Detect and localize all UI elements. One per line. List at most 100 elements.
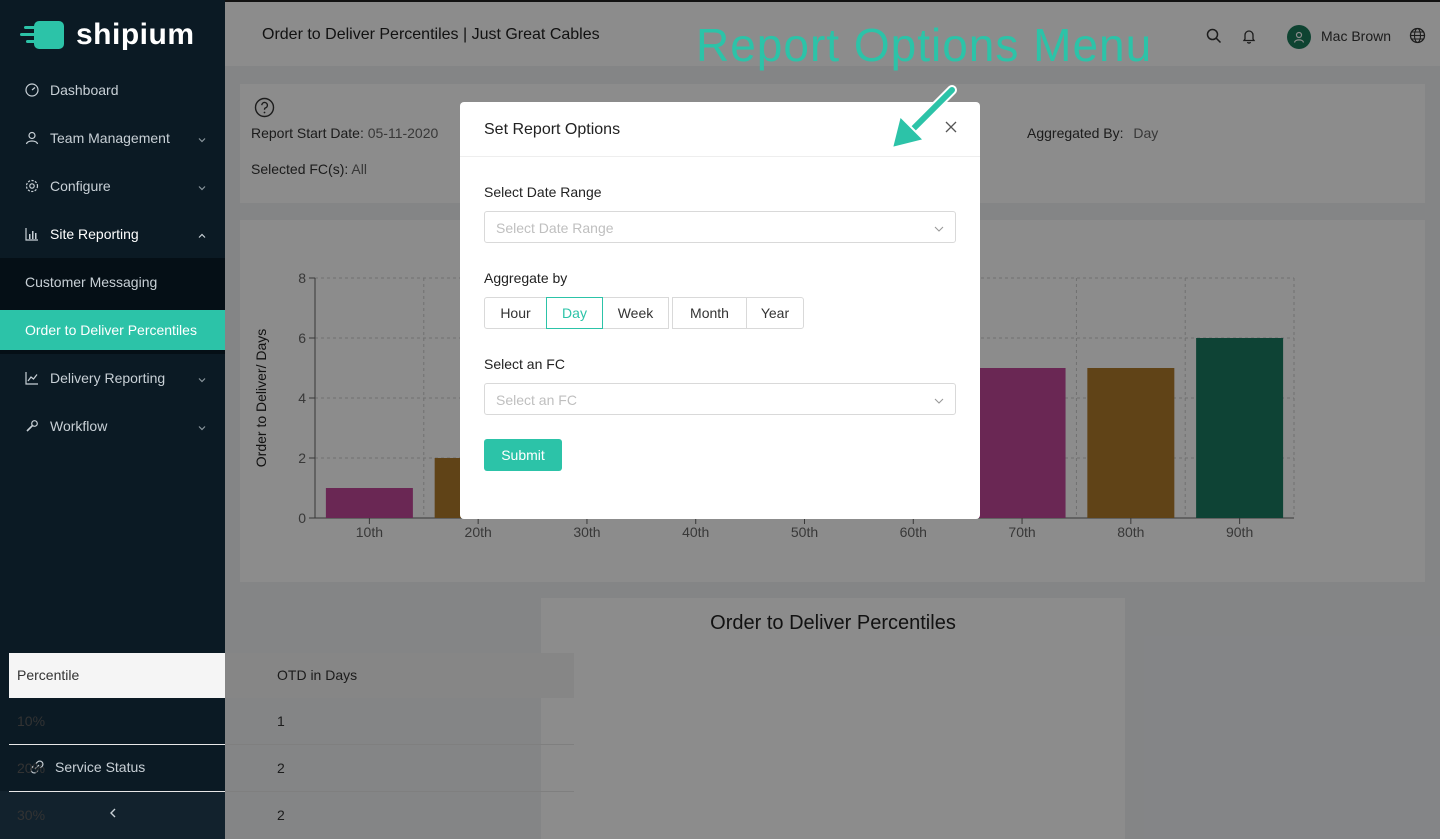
percentile-table-card: Order to Deliver Percentiles — [541, 598, 1125, 839]
y-tick-label: 6 — [298, 330, 306, 346]
table-cell: 10% — [17, 713, 46, 729]
sidebar-item-team-management[interactable]: Team Management — [0, 114, 225, 162]
bar-chart-icon — [24, 226, 40, 242]
link-icon — [29, 759, 45, 775]
top-header: Order to Deliver Percentiles | Just Grea… — [225, 0, 1440, 66]
user-name[interactable]: Mac Brown — [1321, 28, 1392, 44]
aggregate-option-label: Hour — [500, 305, 531, 321]
aggregate-label: Aggregate by — [484, 270, 568, 286]
y-axis-label: Order to Deliver/ Days — [253, 329, 269, 467]
table-title: Order to Deliver Percentiles — [710, 612, 956, 634]
table-cell: 2 — [277, 807, 285, 823]
y-tick-label: 4 — [298, 390, 306, 406]
help-icon[interactable] — [254, 97, 275, 123]
service-status-label: Service Status — [55, 759, 146, 775]
sidebar-item-label: Team Management — [50, 130, 170, 146]
annotation-label: Report Options Menu — [696, 19, 1153, 71]
table-header-otd: OTD in Days — [277, 667, 358, 683]
bell-icon[interactable] — [1241, 28, 1257, 49]
chevron-down-icon — [197, 180, 207, 196]
shipium-logo-icon — [20, 19, 64, 51]
aggregate-option-day[interactable]: Day — [546, 297, 603, 329]
avatar[interactable] — [1287, 25, 1311, 49]
aggregate-option-hour[interactable]: Hour — [484, 297, 547, 329]
close-icon[interactable] — [944, 120, 962, 138]
sidebar-subitem-customer-messaging[interactable]: Customer Messaging — [0, 262, 225, 302]
date-range-placeholder: Select Date Range — [496, 220, 614, 236]
sidebar-item-configure[interactable]: Configure — [0, 162, 225, 210]
logo-text: shipium — [76, 18, 195, 51]
sidebar-subitem-order-to-deliver-percentiles[interactable]: Order to Deliver Percentiles — [0, 310, 225, 350]
aggregate-option-label: Week — [617, 305, 654, 321]
chevron-up-icon — [197, 228, 207, 244]
selected-fc-label: Selected FC(s): — [251, 161, 349, 177]
bar-70th — [978, 368, 1066, 518]
aggregate-option-label: Month — [690, 305, 729, 321]
x-tick-label: 70th — [1008, 524, 1035, 540]
selected-fcs: Selected FC(s): All — [251, 161, 367, 177]
x-tick-label: 80th — [1117, 524, 1144, 540]
chevron-down-icon — [933, 222, 945, 240]
table-cell: 30% — [17, 807, 46, 823]
aggregate-option-week[interactable]: Week — [602, 297, 669, 329]
y-tick-label: 0 — [298, 510, 306, 526]
dashboard-icon — [24, 82, 40, 98]
chevron-down-icon — [197, 132, 207, 148]
submit-button[interactable]: Submit — [484, 439, 562, 471]
gear-icon — [24, 178, 40, 194]
aggregate-option-label: Day — [562, 305, 587, 321]
sidebar-item-workflow[interactable]: Workflow — [0, 402, 225, 450]
table-header-percentile: Percentile — [17, 667, 80, 683]
chevron-down-icon — [197, 372, 207, 388]
sidebar-collapse-button[interactable] — [0, 791, 225, 839]
report-options-modal: Set Report Options Select Date Range Sel… — [460, 102, 980, 519]
chevron-down-icon — [933, 394, 945, 412]
modal-title: Set Report Options — [484, 121, 621, 138]
sidebar-item-label: Dashboard — [50, 82, 119, 98]
bar-80th — [1087, 368, 1175, 518]
table-row: 10% 1 — [9, 698, 574, 745]
table-cell: 2 — [277, 760, 285, 776]
sidebar-item-delivery-reporting[interactable]: Delivery Reporting — [0, 354, 225, 402]
table-cell: 1 — [277, 713, 285, 729]
logo[interactable]: shipium — [20, 18, 195, 52]
date-range-select[interactable]: Select Date Range — [484, 211, 956, 243]
search-icon[interactable] — [1206, 28, 1222, 49]
aggregate-option-month[interactable]: Month — [672, 297, 747, 329]
wrench-icon — [24, 418, 40, 434]
page-title: Order to Deliver Percentiles | Just Grea… — [262, 26, 600, 43]
aggregated-value: Day — [1133, 125, 1159, 141]
report-start-value: 05-11-2020 — [367, 125, 439, 141]
sidebar-subitem-label: Customer Messaging — [25, 274, 158, 290]
bar-90th — [1196, 338, 1284, 518]
aggregate-option-year[interactable]: Year — [746, 297, 804, 329]
table-row: 30% 2 — [9, 792, 574, 839]
bar-10th — [325, 488, 413, 518]
globe-icon[interactable] — [1409, 27, 1426, 49]
fc-select[interactable]: Select an FC — [484, 383, 956, 415]
table-cell: 20% — [17, 760, 46, 776]
sidebar-subitem-label: Order to Deliver Percentiles — [25, 322, 197, 338]
sidebar-item-dashboard[interactable]: Dashboard — [0, 66, 225, 114]
fc-placeholder: Select an FC — [496, 392, 577, 408]
sidebar-item-site-reporting[interactable]: Site Reporting — [0, 210, 225, 258]
sidebar-item-service-status[interactable]: Service Status — [0, 743, 225, 791]
y-tick-label: 8 — [298, 270, 306, 286]
sidebar: shipium Dashboard Team Management Config… — [0, 0, 225, 839]
x-tick-label: 50th — [791, 524, 818, 540]
aggregated-label: Aggregated By: — [1027, 125, 1124, 141]
x-tick-label: 40th — [682, 524, 709, 540]
report-start-label: Report Start Date: — [251, 125, 364, 141]
table-row: 20% 2 — [9, 745, 574, 792]
sidebar-item-label: Delivery Reporting — [50, 370, 166, 386]
x-tick-label: 30th — [573, 524, 600, 540]
fc-label: Select an FC — [484, 356, 565, 372]
sidebar-item-label: Workflow — [50, 418, 108, 434]
sidebar-item-label: Configure — [50, 178, 111, 194]
line-chart-icon — [24, 370, 40, 386]
x-tick-label: 20th — [465, 524, 492, 540]
chevron-left-icon — [107, 806, 119, 824]
report-start-date: Report Start Date: 05-11-2020 — [251, 125, 438, 141]
y-tick-label: 2 — [298, 450, 306, 466]
date-range-label: Select Date Range — [484, 184, 602, 200]
